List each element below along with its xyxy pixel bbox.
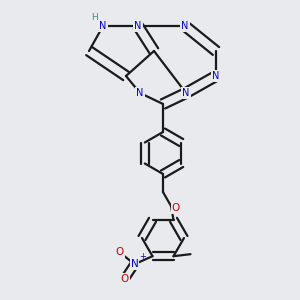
Text: H: H bbox=[91, 13, 98, 22]
Text: N: N bbox=[181, 21, 189, 31]
Text: O: O bbox=[172, 203, 180, 213]
Text: +: + bbox=[139, 252, 146, 261]
Text: N: N bbox=[136, 88, 144, 98]
Text: N: N bbox=[134, 21, 142, 31]
Text: O: O bbox=[120, 274, 129, 284]
Text: N: N bbox=[212, 71, 220, 81]
Text: N: N bbox=[130, 259, 138, 269]
Text: O: O bbox=[116, 247, 124, 257]
Text: N: N bbox=[99, 21, 107, 31]
Text: N: N bbox=[182, 88, 190, 98]
